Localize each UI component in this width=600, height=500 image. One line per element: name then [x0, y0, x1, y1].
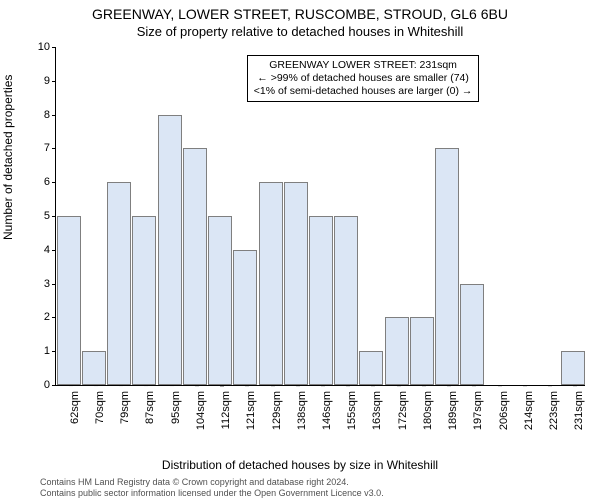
chart-container: { "titles": { "line1": "GREENWAY, LOWER … — [0, 0, 600, 500]
plot-frame: 01234567891062sqm70sqm79sqm87sqm95sqm104… — [55, 48, 585, 386]
bar — [158, 115, 182, 385]
annotation-line2: ← >99% of detached houses are smaller (7… — [254, 72, 473, 85]
bar — [208, 216, 232, 385]
chart-plot-area: 01234567891062sqm70sqm79sqm87sqm95sqm104… — [55, 48, 585, 386]
footer-line2: Contains public sector information licen… — [40, 488, 384, 498]
x-tick: 112sqm — [220, 385, 232, 429]
bar — [309, 216, 333, 385]
x-tick: 138sqm — [296, 385, 308, 430]
bar — [410, 317, 434, 385]
y-tick: 9 — [44, 75, 56, 87]
x-tick: 104sqm — [195, 385, 207, 430]
bar — [259, 182, 283, 385]
annotation-line3: <1% of semi-detached houses are larger (… — [254, 85, 473, 98]
y-tick: 3 — [44, 278, 56, 290]
y-tick: 1 — [44, 345, 56, 357]
x-tick: 172sqm — [397, 385, 409, 430]
annotation-line1: GREENWAY LOWER STREET: 231sqm — [254, 59, 473, 72]
bar — [460, 284, 484, 385]
bar — [334, 216, 358, 385]
bar — [183, 148, 207, 385]
x-tick: 146sqm — [321, 385, 333, 430]
x-tick: 95sqm — [170, 385, 182, 424]
y-axis-label: Number of detached properties — [1, 75, 15, 240]
bar — [57, 216, 81, 385]
x-axis-label: Distribution of detached houses by size … — [0, 458, 600, 472]
x-tick: 231sqm — [573, 385, 585, 430]
x-tick: 79sqm — [119, 385, 131, 424]
bar — [435, 148, 459, 385]
y-tick: 7 — [44, 142, 56, 154]
y-tick: 2 — [44, 311, 56, 323]
x-tick: 62sqm — [69, 385, 81, 424]
footer-attribution: Contains HM Land Registry data © Crown c… — [40, 477, 384, 498]
footer-line1: Contains HM Land Registry data © Crown c… — [40, 477, 384, 487]
y-tick: 8 — [44, 109, 56, 121]
x-tick: 206sqm — [498, 385, 510, 430]
chart-title-line2: Size of property relative to detached ho… — [0, 24, 600, 39]
x-tick: 121sqm — [245, 385, 257, 430]
y-tick: 0 — [44, 379, 56, 391]
x-tick: 214sqm — [523, 385, 535, 430]
bar — [561, 351, 585, 385]
y-tick: 4 — [44, 244, 56, 256]
bar — [359, 351, 383, 385]
x-tick: 87sqm — [144, 385, 156, 424]
y-tick: 10 — [38, 41, 56, 53]
x-tick: 155sqm — [346, 385, 358, 430]
bar — [385, 317, 409, 385]
bar — [82, 351, 106, 385]
x-tick: 180sqm — [422, 385, 434, 430]
x-tick: 197sqm — [472, 385, 484, 430]
x-tick: 129sqm — [271, 385, 283, 430]
x-tick: 223sqm — [548, 385, 560, 430]
bar — [107, 182, 131, 385]
bar — [132, 216, 156, 385]
bar — [233, 250, 257, 385]
x-tick: 189sqm — [447, 385, 459, 430]
chart-title-line1: GREENWAY, LOWER STREET, RUSCOMBE, STROUD… — [0, 6, 600, 22]
x-tick: 70sqm — [94, 385, 106, 424]
callout-annotation: GREENWAY LOWER STREET: 231sqm← >99% of d… — [247, 55, 480, 102]
x-tick: 163sqm — [371, 385, 383, 430]
y-tick: 5 — [44, 210, 56, 222]
bar — [284, 182, 308, 385]
y-tick: 6 — [44, 176, 56, 188]
